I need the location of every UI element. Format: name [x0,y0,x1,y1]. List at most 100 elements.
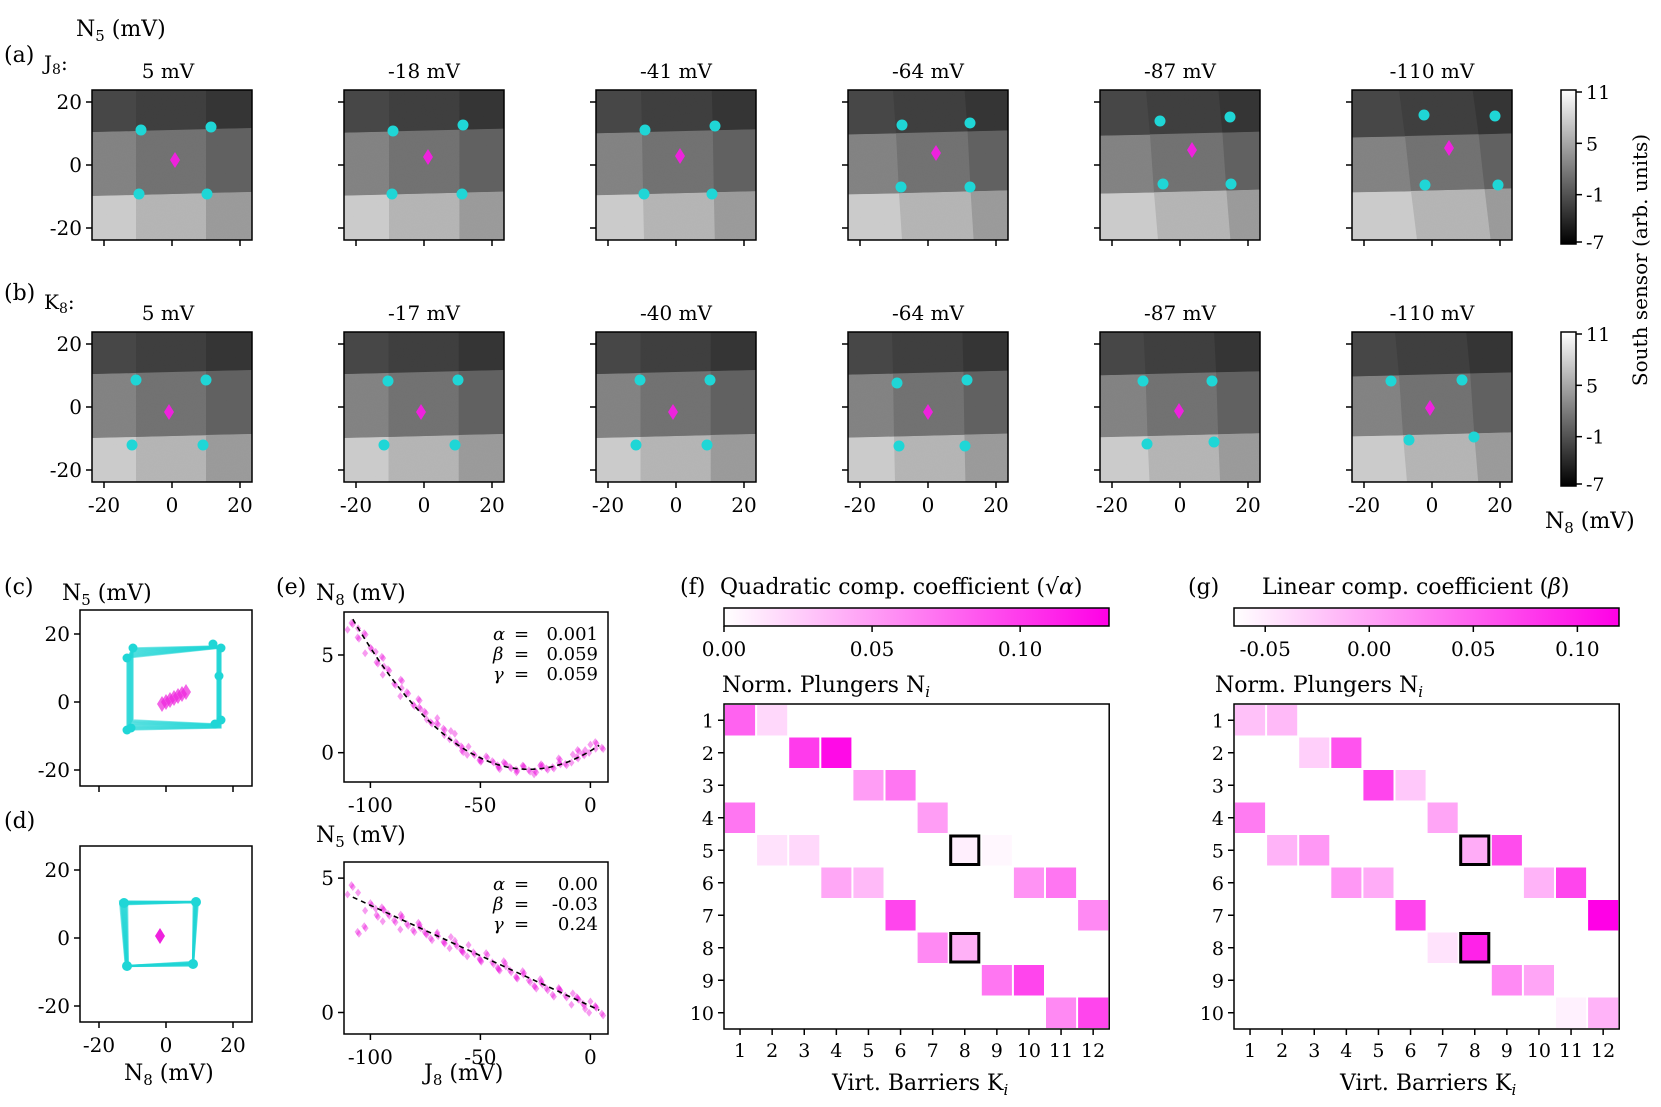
panel-d-frame [79,845,253,1023]
data-point [557,987,564,995]
heatmap-cell [789,835,820,866]
transition-point [126,439,138,451]
panel-letter-b: (b) [4,281,35,306]
scan-title: -110 mV [1390,301,1475,325]
data-point [416,696,423,705]
data-point [399,912,406,921]
row-a-scan-3: -41 mV [590,59,757,246]
data-point [403,688,410,697]
x-tick-label: 0 [670,493,683,517]
data-point [465,742,472,751]
row-label: 10 [1200,1003,1224,1025]
data-point [513,768,520,777]
data-point [374,659,381,668]
data-point [543,764,550,773]
transition-point [1224,111,1236,123]
param-symbol: γ [493,664,504,685]
row-b-scan-5: -87 mV -20 0 20 [1094,301,1261,517]
x-tick-label: -50 [464,793,496,817]
heatmap-cell [1523,867,1554,898]
x-tick-label: -20 [1096,493,1128,517]
transition-point [122,961,132,971]
col-label: 8 [959,1040,971,1062]
data-point [550,992,557,1001]
heatmap-cell [1491,965,1522,996]
transition-point [638,188,650,200]
heatmap-cell [1556,867,1587,898]
data-point [574,745,581,754]
panel-f-colorbar [723,607,1110,627]
transition-point [197,439,209,451]
highlight-box [949,932,981,964]
data-point [506,762,513,771]
data-point [452,940,459,949]
axes-frame [343,861,609,1035]
data-point [575,995,582,1004]
scan-noise [596,332,756,482]
axes-frame [343,611,609,783]
panel-letter-d: (d) [4,809,35,834]
data-point [440,724,447,733]
col-label: 1 [734,1040,746,1062]
row-b-scan-1: 5 mV 20 0 -20-20 0 20 [50,301,253,517]
panel-c-plot: 20 0 -20 [38,609,253,792]
data-point [361,922,368,931]
data-point [435,720,442,729]
row-label: 7 [702,905,714,927]
data-point [379,917,386,926]
transition-point [709,120,721,132]
data-point [349,882,356,891]
data-point [344,890,351,899]
x-tick-label: 20 [227,493,252,517]
data-point [459,947,466,956]
panel-g-matrix-title: Norm. Plungers Ni [1215,673,1423,701]
center-marker [923,404,933,420]
data-point [568,1000,575,1009]
data-point [592,738,599,747]
transition-point [1403,434,1415,446]
scan-noise [1352,90,1512,240]
row-label: 10 [690,1003,714,1025]
data-point [405,689,412,698]
transition-point [1208,436,1220,448]
param-value: 0.001 [546,624,598,645]
heatmap-cell [1331,867,1362,898]
heatmap-cell [981,965,1012,996]
heatmap-cell [917,932,948,963]
x-tick-label: 20 [731,493,756,517]
fit-curve [352,618,600,771]
transition-point [634,374,646,386]
data-point [489,958,496,967]
heatmap-cell [725,802,756,833]
center-marker [416,404,426,420]
data-point [441,939,448,948]
row-b-scan-6: -110 mV -20 0 20 [1346,301,1513,517]
heatmap-cell [1363,867,1394,898]
heatmap-cell [1235,705,1266,736]
row-label: 2 [702,743,714,765]
x-tick-label: 0 [166,493,179,517]
scan-noise [1100,90,1260,240]
col-label: 6 [1405,1040,1417,1062]
param-symbol: α [493,624,505,645]
col-label: 7 [927,1040,939,1062]
heatmap-cell [821,737,852,768]
row-label: 6 [1212,873,1224,895]
data-point [447,932,454,941]
row-label: 9 [1212,970,1224,992]
heatmap-cell [1588,997,1619,1028]
data-point [380,654,387,663]
panel-e-bottom-plot: 5 0 -100 -50 0 α = 0.00 β = -0.03 γ = 0.24 [321,861,609,1069]
data-point [502,959,509,968]
transition-point [208,639,218,649]
data-point [495,964,502,973]
panel-f-xlabel: Virt. Barriers Ki [831,1071,1009,1099]
data-point [533,768,540,777]
data-point [378,652,385,661]
col-label: 10 [1527,1040,1551,1062]
heatmap-cell [885,770,916,801]
y-tick-label: 20 [45,622,70,646]
transition-point [891,377,903,389]
x-tick-label: 20 [1487,493,1512,517]
data-point [549,990,556,999]
